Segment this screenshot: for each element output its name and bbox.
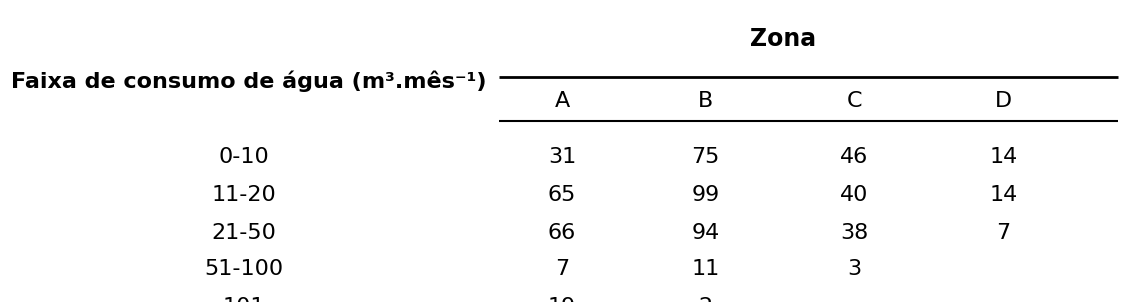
Text: 7: 7	[555, 259, 569, 279]
Text: 75: 75	[692, 147, 719, 167]
Text: 40: 40	[841, 185, 868, 205]
Text: 14: 14	[990, 185, 1017, 205]
Text: 38: 38	[841, 223, 868, 243]
Text: 11: 11	[692, 259, 719, 279]
Text: 0-10: 0-10	[218, 147, 270, 167]
Text: 65: 65	[548, 185, 576, 205]
Text: C: C	[846, 91, 863, 111]
Text: 94: 94	[692, 223, 719, 243]
Text: 11-20: 11-20	[211, 185, 276, 205]
Text: 2: 2	[699, 297, 712, 302]
Text: 101: 101	[223, 297, 265, 302]
Text: 21-50: 21-50	[211, 223, 276, 243]
Text: D: D	[996, 91, 1012, 111]
Text: 51-100: 51-100	[204, 259, 283, 279]
Text: 3: 3	[848, 259, 861, 279]
Text: Faixa de consumo de água (m³.mês⁻¹): Faixa de consumo de água (m³.mês⁻¹)	[11, 71, 487, 92]
Text: Zona: Zona	[750, 27, 816, 51]
Text: 7: 7	[997, 223, 1011, 243]
Text: 66: 66	[548, 223, 576, 243]
Text: 14: 14	[990, 147, 1017, 167]
Text: A: A	[554, 91, 570, 111]
Text: 46: 46	[841, 147, 868, 167]
Text: 99: 99	[692, 185, 719, 205]
Text: B: B	[697, 91, 713, 111]
Text: 19: 19	[548, 297, 576, 302]
Text: 31: 31	[548, 147, 576, 167]
